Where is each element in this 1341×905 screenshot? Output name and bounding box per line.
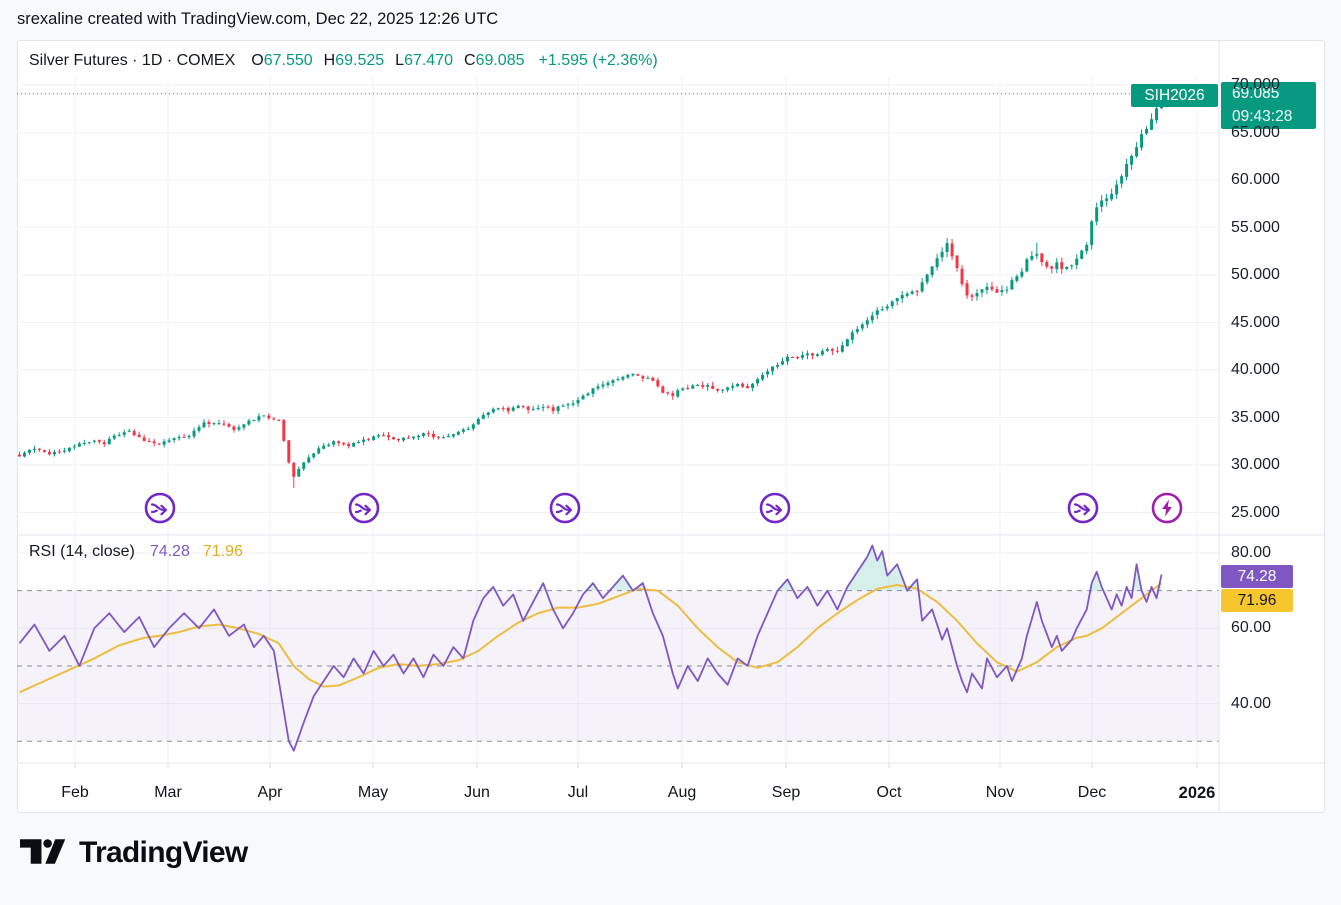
attribution-text: srexaline created with TradingView.com, … <box>17 10 499 28</box>
rsi-legend[interactable]: RSI (14, close) 74.28 71.96 <box>29 543 256 561</box>
ohlc-high-label: H <box>323 52 336 69</box>
time-axis-label: Sep <box>771 784 801 801</box>
gridlines <box>17 78 1219 762</box>
rsi-ma-value: 71.96 <box>202 543 243 560</box>
price-axis-tick: 45.000 <box>1231 313 1280 331</box>
price-axis-tick: 25.000 <box>1231 503 1280 521</box>
active-contract-icon[interactable] <box>1151 492 1183 524</box>
price-axis-tick: 30.000 <box>1231 456 1280 473</box>
time-axis-label: Jul <box>567 784 589 801</box>
symbol-legend[interactable]: Silver Futures · 1D · COMEX O67.550 H69.… <box>29 52 658 70</box>
rsi-axis-tick: 40.00 <box>1231 694 1272 712</box>
price-axis-tick: 70.000 <box>1231 76 1280 93</box>
time-axis-label: Apr <box>257 784 283 801</box>
rsi-axis-tick: 60.00 <box>1231 619 1272 637</box>
price-axis-tick: 65.000 <box>1231 123 1280 141</box>
price-axis-tick: 40.000 <box>1231 361 1280 378</box>
last-price-value: 69.085 <box>1232 85 1280 102</box>
rsi-value: 74.28 <box>149 543 190 560</box>
ohlc-open-value: 67.550 <box>263 52 313 69</box>
rsi-ma-axis-badge: 71.96 <box>1221 589 1293 612</box>
change-value: +1.595 (+2.36%) <box>538 52 658 69</box>
last-price-label: 69.085 09:43:28 <box>1221 82 1316 129</box>
time-axis-label: Dec <box>1077 784 1107 801</box>
symbol-title[interactable]: Silver Futures · 1D · COMEX <box>29 52 236 69</box>
price-axis-tick: 60.000 <box>1231 171 1280 188</box>
rsi-line[interactable] <box>18 544 1163 752</box>
tradingview-logo-mark <box>20 839 66 864</box>
chart-card <box>17 40 1325 813</box>
rsi-ma-line[interactable] <box>19 582 1163 694</box>
rsi-axis-tick: 80.00 <box>1231 544 1272 561</box>
ohlc-close-value: 69.085 <box>475 52 525 69</box>
candlestick-series[interactable] <box>18 89 1164 488</box>
contract-rollover-icon[interactable] <box>549 492 581 524</box>
rsi-legend-title[interactable]: RSI (14, close) <box>29 543 135 560</box>
time-axis-label: Mar <box>154 784 182 801</box>
price-axis-tick: 35.000 <box>1231 408 1280 426</box>
time-axis-label: Nov <box>985 784 1015 801</box>
price-axis-tick: 50.000 <box>1231 266 1280 283</box>
rsi-axis-badge: 74.28 <box>1221 565 1293 588</box>
time-axis-label: Aug <box>667 784 697 801</box>
bar-countdown: 09:43:28 <box>1232 108 1293 125</box>
contract-rollover-icon[interactable] <box>144 492 176 524</box>
ohlc-open-label: O <box>251 52 264 69</box>
contract-rollover-icon[interactable] <box>348 492 380 524</box>
price-axis-tick: 55.000 <box>1231 218 1280 236</box>
time-axis-label: Oct <box>876 784 902 801</box>
contract-name-label: SIH2026 <box>1131 84 1218 107</box>
ohlc-low-label: L <box>395 52 405 69</box>
tradingview-logo-text: TradingView <box>79 836 248 869</box>
ohlc-close-label: C <box>464 52 476 69</box>
tradingview-logo[interactable]: TradingView <box>20 835 248 871</box>
time-axis-label: May <box>357 784 389 801</box>
time-axis-label: Feb <box>61 784 89 801</box>
ohlc-low-value: 67.470 <box>404 52 453 69</box>
time-axis-label: Jun <box>464 784 490 801</box>
contract-rollover-icon[interactable] <box>759 492 791 524</box>
ohlc-high-value: 69.525 <box>335 52 385 69</box>
time-axis-label: 2026 <box>1178 784 1216 802</box>
contract-rollover-icon[interactable] <box>1067 492 1099 524</box>
